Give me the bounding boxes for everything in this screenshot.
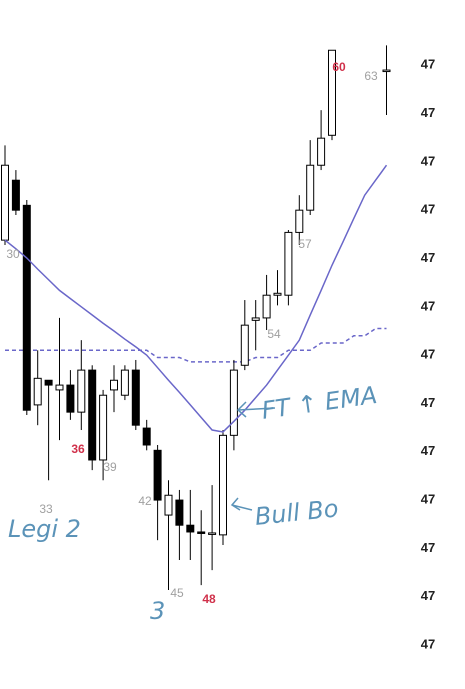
y-tick-label: 47 xyxy=(421,492,435,507)
candle-body xyxy=(251,317,260,321)
candle-body xyxy=(219,434,227,536)
candle-body xyxy=(55,384,64,391)
candle-body xyxy=(33,377,42,406)
candle-body xyxy=(120,369,129,396)
bar-count-label: 45 xyxy=(170,586,184,600)
note-arrow xyxy=(230,497,253,511)
handwritten-note: Bull Bo xyxy=(253,494,339,531)
y-tick-label: 47 xyxy=(421,443,435,458)
bar-count-label: 57 xyxy=(298,237,312,251)
bar-count-label: 39 xyxy=(103,460,117,474)
candle-body xyxy=(295,209,304,233)
ema-line xyxy=(4,164,388,433)
bar-count-label: 63 xyxy=(364,69,378,83)
candle-body xyxy=(66,384,75,413)
candle-body xyxy=(208,532,217,535)
level-line xyxy=(5,327,387,363)
candle-body xyxy=(306,164,315,211)
candle-body xyxy=(328,49,336,136)
y-tick-label: 47 xyxy=(421,250,435,265)
bar-count-label: 30 xyxy=(6,247,20,261)
y-tick-label: 47 xyxy=(421,588,435,603)
handwritten-note: Legi 2 xyxy=(8,515,81,543)
handwritten-note: FT ↑ EMA xyxy=(260,381,379,425)
bar-count-label: 42 xyxy=(138,494,152,508)
candle-body xyxy=(273,292,282,296)
candle-body xyxy=(186,524,195,533)
candle-body xyxy=(262,294,271,319)
candle-body xyxy=(284,231,293,296)
y-tick-label: 47 xyxy=(421,202,435,217)
y-tick-label: 47 xyxy=(421,636,435,651)
candle-body xyxy=(229,369,238,436)
y-tick-label: 47 xyxy=(421,57,435,72)
candle-body xyxy=(317,137,326,166)
bar-count-label: 48 xyxy=(202,592,216,606)
y-tick-label: 47 xyxy=(421,153,435,168)
y-tick-label: 47 xyxy=(421,395,435,410)
candle-body xyxy=(153,449,162,501)
candle-body xyxy=(131,369,140,426)
y-tick-label: 47 xyxy=(421,540,435,555)
bar-count-label: 33 xyxy=(39,502,53,516)
candle-body xyxy=(175,499,184,526)
bar-count-label: 54 xyxy=(267,327,281,341)
y-tick-label: 47 xyxy=(421,347,435,362)
candle-body xyxy=(197,531,206,534)
candle-body xyxy=(240,324,249,366)
bar-count-label: 36 xyxy=(71,442,85,456)
bar-count-label: 60 xyxy=(332,60,346,74)
y-tick-label: 47 xyxy=(421,298,435,313)
candle-body xyxy=(164,494,173,516)
handwritten-note: 3 xyxy=(150,597,165,625)
candle-body xyxy=(382,69,391,73)
candle-body xyxy=(99,394,108,461)
note-arrow xyxy=(236,401,276,418)
candle-body xyxy=(77,369,86,413)
candle-body xyxy=(88,369,97,461)
candle-body xyxy=(44,379,53,386)
y-tick-label: 47 xyxy=(421,105,435,120)
candle-body xyxy=(22,204,31,411)
candle-body xyxy=(142,427,151,446)
candle-body xyxy=(1,164,9,241)
candle-body xyxy=(110,379,118,391)
candle-body xyxy=(11,179,20,211)
